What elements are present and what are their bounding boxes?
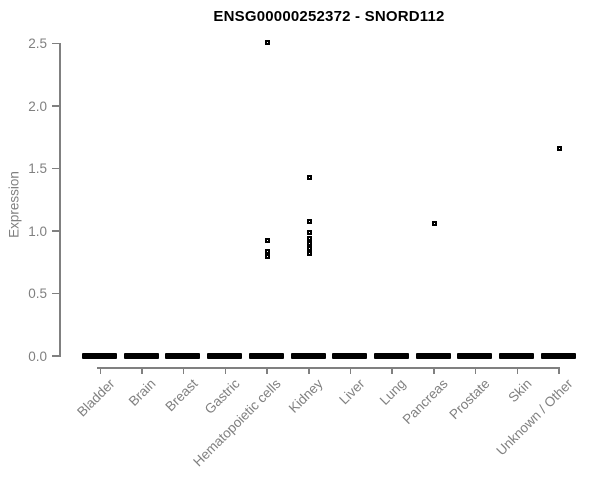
data-point [264, 253, 270, 259]
y-tick-label: 2.0 [28, 98, 47, 114]
x-tick [266, 367, 268, 374]
data-point [306, 218, 312, 224]
x-tick [516, 367, 518, 374]
x-tick [99, 367, 101, 374]
x-axis-line [97, 367, 560, 369]
data-point [306, 251, 312, 257]
zero-expression-cluster [123, 353, 159, 359]
x-tick [141, 367, 143, 374]
y-tick-label: 0.5 [28, 286, 47, 301]
x-tick [391, 367, 393, 374]
y-tick [52, 42, 59, 44]
data-point [306, 246, 312, 252]
y-axis-label: Expression [6, 171, 22, 238]
chart-title: ENSG00000252372 - SNORD112 [213, 8, 445, 25]
data-point [306, 230, 312, 235]
y-tick-label: 2.5 [28, 36, 47, 51]
zero-expression-cluster [457, 353, 493, 359]
x-tick [349, 367, 352, 374]
zero-expression-cluster [248, 353, 284, 359]
y-tick [52, 105, 59, 107]
y-axis-line [59, 42, 61, 357]
y-tick-label: 1.0 [28, 223, 47, 239]
y-tick [52, 230, 59, 232]
data-point [306, 175, 312, 180]
data-point [431, 221, 437, 227]
data-point [264, 40, 270, 45]
zero-expression-cluster [207, 353, 243, 359]
y-tick [52, 167, 59, 169]
y-tick-label: 1.5 [28, 161, 47, 176]
x-tick [182, 367, 185, 374]
x-tick [558, 367, 560, 374]
x-tick [224, 367, 227, 374]
y-tick [52, 355, 59, 357]
zero-expression-cluster [290, 353, 326, 359]
data-point [264, 237, 270, 243]
data-point [264, 248, 270, 254]
zero-expression-cluster [540, 353, 576, 359]
zero-expression-cluster [373, 353, 409, 359]
data-point [556, 146, 562, 152]
zero-expression-cluster [415, 353, 451, 359]
x-tick [433, 367, 435, 374]
zero-expression-cluster [332, 353, 368, 359]
data-point [306, 236, 312, 242]
zero-expression-cluster [82, 353, 117, 359]
y-tick [52, 292, 59, 294]
zero-expression-cluster [499, 353, 534, 359]
x-tick [474, 367, 477, 374]
data-point [306, 241, 312, 247]
zero-expression-cluster [165, 353, 201, 359]
y-tick-label: 0.0 [28, 348, 47, 364]
x-tick [308, 367, 310, 374]
